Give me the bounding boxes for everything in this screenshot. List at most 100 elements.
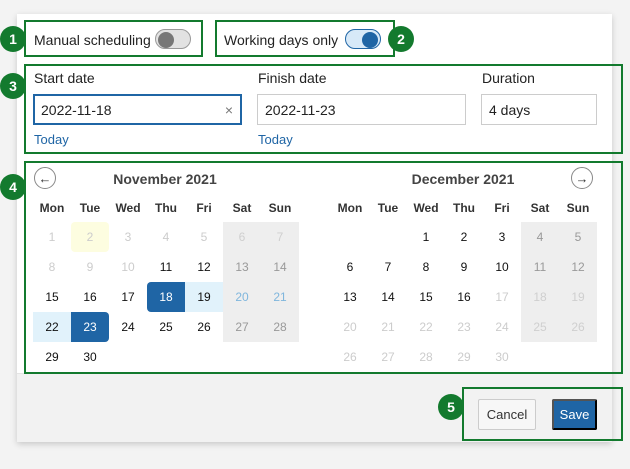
start-date-input[interactable]: 2022-11-18 × [33,94,242,125]
weekday-header: Tue [377,201,399,215]
day-cell[interactable]: 11 [159,260,173,274]
day-cell[interactable]: 18 [533,290,547,304]
day-cell[interactable]: 14 [381,290,395,304]
day-cell[interactable]: 27 [235,320,249,334]
toggle-knob [158,32,174,48]
day-cell[interactable]: 12 [571,260,585,274]
finish-today-link[interactable]: Today [258,132,293,147]
annotation-box-4 [24,161,623,374]
day-cell[interactable]: 22 [33,312,71,342]
annotation-box-3 [24,64,623,154]
day-cell: 1 [48,230,56,244]
weekday-header: Tue [79,201,101,215]
weekday-header: Thu [453,201,475,215]
arrow-left-icon: ← [38,170,52,186]
day-cell: 17 [495,290,509,304]
day-cell: 22 [419,320,433,334]
weekday-header: Sat [232,201,252,215]
day-cell[interactable]: 14 [273,260,287,274]
day-cell: 5 [200,230,208,244]
cancel-button[interactable]: Cancel [478,399,536,430]
day-cell[interactable]: 17 [121,290,135,304]
weekday-header: Fri [494,201,510,215]
day-cell[interactable]: 7 [276,230,284,244]
day-cell: 29 [457,350,471,364]
finish-date-input[interactable]: 2022-11-23 [257,94,466,125]
annotation-badge-2: 2 [388,26,414,52]
annotation-box-5 [462,387,623,441]
start-today-link[interactable]: Today [34,132,69,147]
day-cell[interactable]: 5 [574,230,582,244]
day-cell[interactable]: 28 [273,320,287,334]
day-cell[interactable]: 29 [45,350,59,364]
weekday-header: Sun [566,201,590,215]
date-picker-modal [17,14,612,442]
weekend-shading [223,222,299,342]
day-cell[interactable]: 16 [457,290,471,304]
weekday-header: Fri [196,201,212,215]
day-cell: 20 [343,320,357,334]
clear-icon[interactable]: × [224,102,233,118]
weekday-header: Mon [337,201,363,215]
day-cell[interactable]: 11 [533,260,547,274]
day-cell: 28 [419,350,433,364]
duration-label: Duration [482,70,535,86]
day-cell[interactable]: 24 [121,320,135,334]
day-cell[interactable]: 19 [571,290,585,304]
day-cell[interactable]: 2 [460,230,468,244]
day-cell[interactable]: 18 [147,282,185,312]
day-cell[interactable]: 6 [346,260,354,274]
working-days-label: Working days only [224,32,339,48]
day-cell: 8 [48,260,56,274]
day-cell[interactable]: 8 [422,260,430,274]
start-date-value: 2022-11-18 [41,102,112,118]
day-cell[interactable]: 21 [273,290,287,304]
day-cell[interactable]: 25 [533,320,547,334]
day-cell[interactable]: 25 [159,320,173,334]
finish-date-value: 2022-11-23 [265,102,336,118]
manual-scheduling-toggle[interactable] [155,29,191,49]
day-cell[interactable]: 26 [197,320,211,334]
save-button[interactable]: Save [552,399,597,430]
month-title-december: December 2021 [411,171,515,187]
day-cell[interactable]: 15 [419,290,433,304]
day-cell[interactable]: 12 [197,260,211,274]
month-title-november: November 2021 [113,171,217,187]
weekday-header: Wed [115,201,141,215]
day-cell: 24 [495,320,509,334]
day-cell[interactable]: 10 [495,260,509,274]
day-cell[interactable]: 19 [185,282,223,312]
day-cell[interactable]: 16 [83,290,97,304]
day-cell[interactable]: 6 [238,230,246,244]
day-cell[interactable]: 23 [71,312,109,342]
day-cell[interactable]: 9 [460,260,468,274]
day-cell[interactable]: 15 [45,290,59,304]
day-cell[interactable]: 30 [83,350,97,364]
day-cell: 23 [457,320,471,334]
prev-month-button[interactable]: ← [34,167,56,189]
weekday-header: Thu [155,201,177,215]
day-cell: 3 [124,230,132,244]
day-cell[interactable]: 20 [235,290,249,304]
duration-input[interactable]: 4 days [481,94,597,125]
day-cell[interactable]: 13 [235,260,249,274]
day-cell[interactable]: 7 [384,260,392,274]
weekday-header: Sun [268,201,292,215]
duration-value: 4 days [489,102,531,118]
day-cell: 4 [162,230,170,244]
day-cell: 27 [381,350,395,364]
day-cell: 10 [121,260,135,274]
day-cell[interactable]: 13 [343,290,357,304]
weekday-header: Wed [413,201,439,215]
day-cell[interactable]: 1 [422,230,430,244]
next-month-button[interactable]: → [571,167,593,189]
day-cell[interactable]: 26 [571,320,585,334]
day-cell: 21 [381,320,395,334]
day-cell[interactable]: 3 [498,230,506,244]
working-days-toggle[interactable] [345,29,381,49]
day-cell[interactable]: 4 [536,230,544,244]
weekday-header: Sat [530,201,550,215]
day-cell: 30 [495,350,509,364]
arrow-right-icon: → [575,170,589,186]
finish-date-label: Finish date [258,70,327,86]
